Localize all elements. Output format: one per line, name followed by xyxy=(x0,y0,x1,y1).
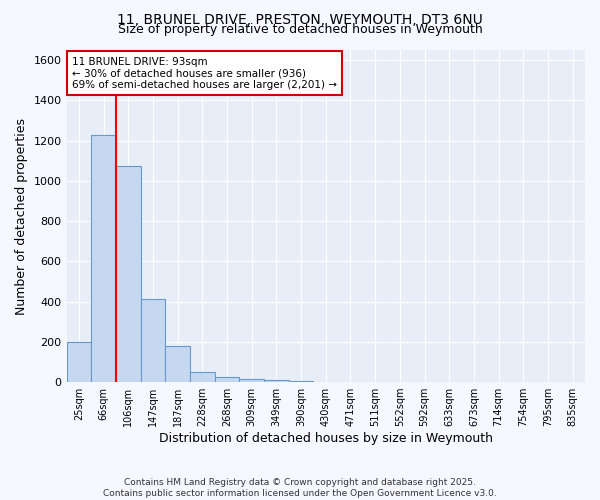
Text: 11 BRUNEL DRIVE: 93sqm
← 30% of detached houses are smaller (936)
69% of semi-de: 11 BRUNEL DRIVE: 93sqm ← 30% of detached… xyxy=(72,56,337,90)
Text: Size of property relative to detached houses in Weymouth: Size of property relative to detached ho… xyxy=(118,22,482,36)
Bar xyxy=(91,134,116,382)
Y-axis label: Number of detached properties: Number of detached properties xyxy=(15,118,28,314)
Bar xyxy=(140,298,165,382)
Bar xyxy=(264,380,289,382)
Bar xyxy=(67,342,91,382)
Bar xyxy=(116,166,140,382)
Bar xyxy=(165,346,190,382)
Bar xyxy=(289,381,313,382)
X-axis label: Distribution of detached houses by size in Weymouth: Distribution of detached houses by size … xyxy=(159,432,493,445)
Text: 11, BRUNEL DRIVE, PRESTON, WEYMOUTH, DT3 6NU: 11, BRUNEL DRIVE, PRESTON, WEYMOUTH, DT3… xyxy=(117,12,483,26)
Bar xyxy=(215,377,239,382)
Bar xyxy=(239,379,264,382)
Bar xyxy=(190,372,215,382)
Text: Contains HM Land Registry data © Crown copyright and database right 2025.
Contai: Contains HM Land Registry data © Crown c… xyxy=(103,478,497,498)
